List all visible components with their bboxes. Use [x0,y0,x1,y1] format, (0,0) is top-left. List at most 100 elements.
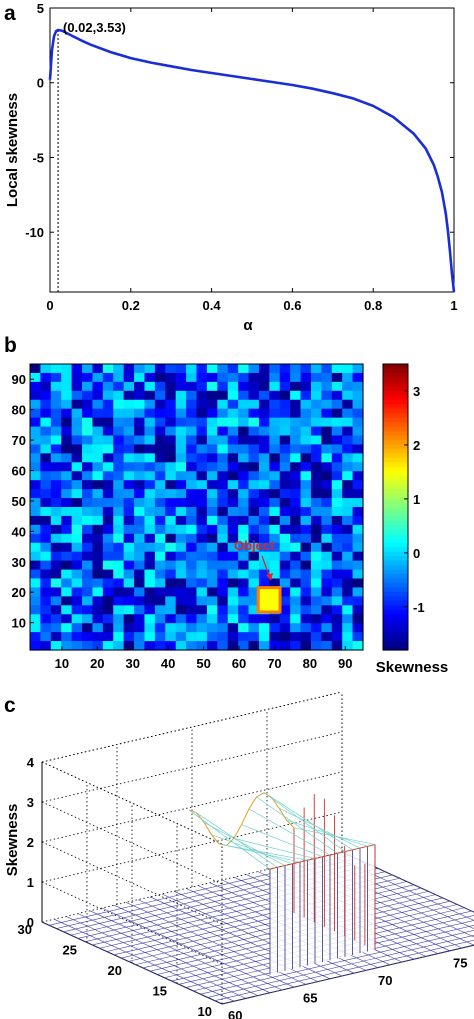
panel-b-heatmap-cell [227,524,239,535]
panel-a-y-label: Local skewness [4,93,21,207]
panel-b-heatmap-cell [321,524,333,535]
panel-b-colorbar-swatch [383,605,408,611]
panel-b-heatmap-cell [217,587,229,597]
panel-b-heatmap-cell [30,587,42,597]
panel-b-heatmap-cell [217,489,229,499]
panel-b-heatmap-cell [248,453,260,463]
panel-b-heatmap-cell [227,551,239,562]
panel-b-heatmap-cell [50,381,62,392]
panel-b-heatmap-cell [134,641,146,651]
panel-b-colorbar-swatch [383,475,408,481]
panel-b-heatmap-cell [248,623,260,633]
panel-b-heatmap-cell [238,623,250,633]
panel-b-heatmap-cell [290,515,302,526]
panel-b-heatmap-cell [50,399,62,410]
panel-b-colorbar-swatch [383,435,408,441]
panel-b-heatmap-cell [186,462,198,472]
panel-b-heatmap-cell [258,614,270,624]
panel-b-heatmap-cell [269,524,281,535]
panel-b-heatmap-cell [175,596,187,606]
panel-b-heatmap-cell [123,426,135,437]
panel-b-heatmap-cell [331,524,343,535]
panel-c-floor-mesh-line [207,934,474,998]
panel-b-heatmap-cell [154,632,166,642]
panel-b-heatmap-cell [61,587,73,597]
panel-b-heatmap-cell [123,632,135,642]
panel-b-heatmap-cell [269,462,281,472]
panel-b-heatmap-cell [269,560,281,571]
panel-b-heatmap-cell [196,614,208,624]
panel-b-heatmap-cell [123,524,135,535]
panel-b-heatmap-cell [352,641,364,651]
panel-b-heatmap-cell [352,390,364,401]
panel-a-x-tick-label: 0.4 [203,298,222,313]
panel-b-heatmap-cell [154,426,166,437]
panel-b-heatmap-cell [227,641,239,651]
panel-b-heatmap-cell [134,632,146,642]
panel-b-heatmap-cell [238,408,250,419]
panel-b-heatmap-cell [50,542,62,553]
panel-b-heatmap-cell [300,507,312,517]
panel-b-heatmap-cell [279,551,291,562]
panel-b-heatmap-cell [290,605,302,615]
panel-b-heatmap-cell [144,453,156,463]
panel-b-heatmap-cell [206,641,218,651]
panel-b-heatmap-cell [310,641,322,651]
panel-b-heatmap-cell [92,515,104,526]
panel-b-heatmap-cell [196,453,208,463]
panel-b-heatmap-cell [71,399,83,410]
panel-b-heatmap-cell [113,524,125,535]
panel-b-colorbar-frame [382,363,409,651]
panel-b-heatmap-cell [248,569,260,580]
panel-b-heatmap-cell [352,605,364,615]
panel-b-heatmap-cell [165,408,177,419]
panel-b-heatmap-cell [310,453,322,463]
panel-b-heatmap-cell [279,408,291,419]
panel-b-heatmap-cell [321,364,333,374]
panel-c-z-label: Skewness [4,804,21,877]
panel-a-x-tick-label: 0.6 [283,298,301,313]
panel-b-heatmap-cell [92,435,104,446]
panel-b-heatmap-cell [40,372,52,383]
panel-b-heatmap-cell [196,399,208,410]
panel-b-heatmap-cell [352,623,364,633]
panel-b-heatmap-cell [258,515,270,526]
panel-b-heatmap-cell [175,632,187,642]
panel-b-heatmap-cell [165,596,177,606]
panel-b-heatmap-cell [123,641,135,651]
panel-b-heatmap-cell [134,372,146,383]
panel-b-heatmap-cell [82,614,94,624]
panel-b-heatmap-cell [175,444,187,454]
panel-b-colorbar-swatch [383,511,408,517]
panel-b-heatmap-cell [134,498,146,508]
panel-b-heatmap-cell [123,372,135,383]
panel-b-heatmap-cell [154,498,166,508]
panel-b-heatmap-cell [321,587,333,597]
panel-b-heatmap-cell [144,560,156,571]
panel-b-heatmap-cell [165,480,177,490]
panel-b-heatmap-cell [331,551,343,562]
panel-b-heatmap-cell [352,533,364,544]
panel-b-heatmap-cell [134,569,146,580]
panel-b-heatmap-cell [50,515,62,526]
panel-b-heatmap-cell [196,569,208,580]
panel-b-heatmap-cell [61,507,73,517]
panel-b-heatmap-cell [40,623,52,633]
panel-b-heatmap-cell [40,641,52,651]
panel-b-heatmap-cell [238,426,250,437]
panel-b-heatmap-cell [269,453,281,463]
panel-a-peak-annotation: (0.02,3.53) [63,20,126,35]
panel-b-heatmap-cell [40,480,52,490]
panel-b-heatmap-cell [82,507,94,517]
panel-b-heatmap-cell [196,417,208,428]
panel-b-heatmap-cell [113,399,125,410]
panel-b-heatmap-cell [165,560,177,571]
panel-b-heatmap-cell [238,578,250,589]
panel-b-heatmap-cell [186,524,198,535]
panel-b-heatmap-cell [123,578,135,589]
panel-b-heatmap-cell [186,426,198,437]
panel-b-heatmap-cell [165,372,177,383]
panel-b-heatmap-cell [196,578,208,589]
panel-b-heatmap-cell [227,444,239,454]
panel-b-x-tick-label: 10 [55,656,69,671]
